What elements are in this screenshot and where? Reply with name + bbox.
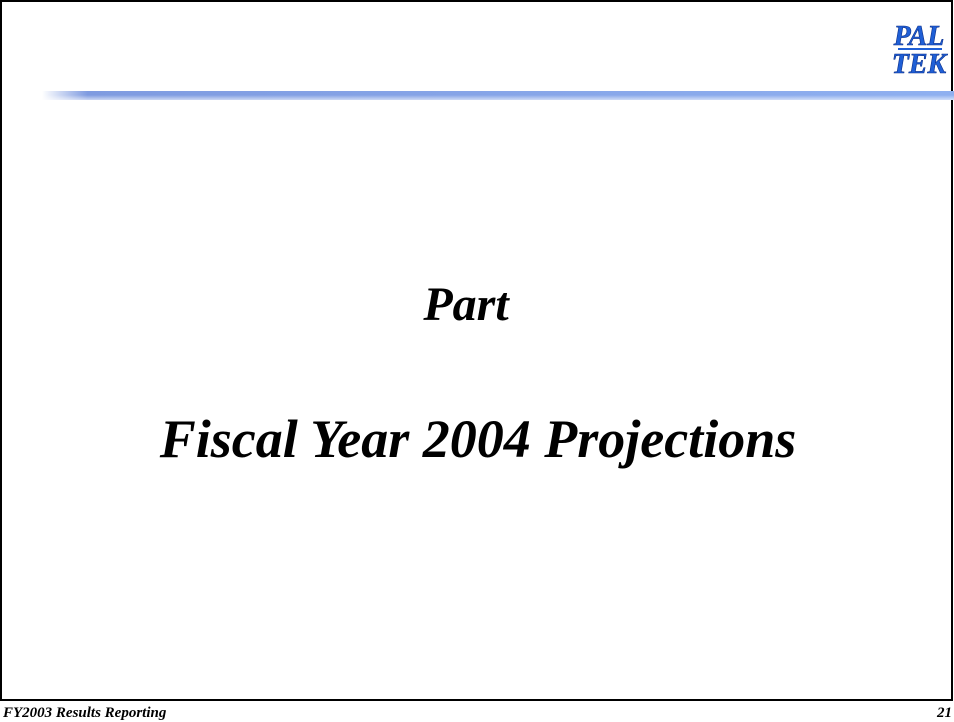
page-number: 21 [936,705,952,721]
slide-border [0,0,953,701]
logo-line2: TEK [892,49,949,80]
footer-title: FY2003 Results Reporting [2,705,167,721]
title-line2: Fiscal Year 2004 Projections [159,409,797,469]
title-line1: Part [422,278,510,331]
logo: PAL TEK [891,21,949,81]
logo-line1: PAL [893,21,945,52]
header-rule-shade [42,95,954,100]
